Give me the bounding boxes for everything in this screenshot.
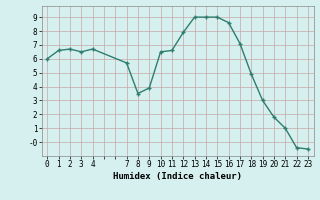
X-axis label: Humidex (Indice chaleur): Humidex (Indice chaleur) — [113, 172, 242, 181]
